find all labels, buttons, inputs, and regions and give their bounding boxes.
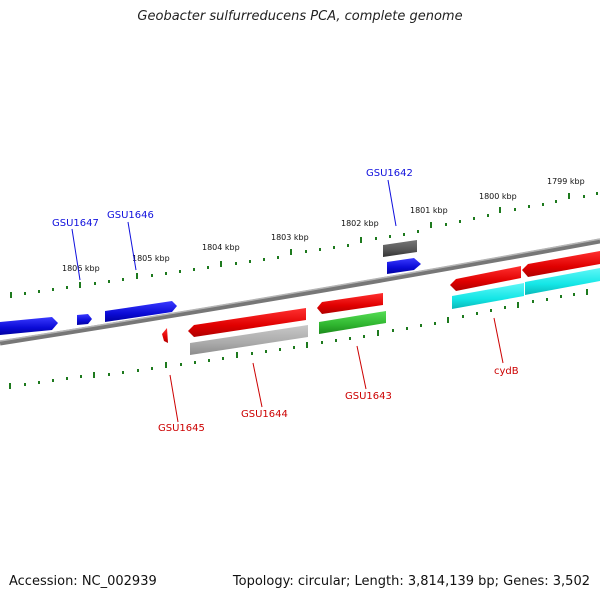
gene-label-gsu1642[interactable]: GSU1642 — [366, 168, 413, 179]
reverse-genes — [162, 251, 600, 355]
scale-label: 1800 kbp — [479, 192, 517, 201]
gene-label-gsu1643[interactable]: GSU1643 — [345, 391, 392, 402]
gene-label-cydb[interactable]: cydB — [494, 366, 519, 377]
scale-dots-upper — [24, 192, 598, 295]
scale-label: 1805 kbp — [132, 254, 170, 263]
scale-track-upper — [10, 193, 570, 298]
gene-feature[interactable] — [188, 308, 306, 337]
gene-label-gsu1645[interactable]: GSU1645 — [158, 423, 205, 434]
gene-feature[interactable] — [383, 240, 417, 257]
gene-feature[interactable] — [317, 293, 383, 314]
forward-genes — [0, 240, 421, 335]
gene-feature[interactable] — [77, 314, 92, 325]
scale-track-lower — [9, 289, 588, 389]
gene-feature[interactable] — [319, 311, 386, 334]
gene-feature[interactable] — [525, 268, 600, 295]
accession-text: Accession: NC_002939 — [9, 574, 157, 589]
gene-feature[interactable] — [0, 317, 58, 335]
scale-dots-lower — [24, 293, 575, 386]
gene-feature[interactable] — [190, 325, 308, 355]
gene-feature[interactable] — [162, 328, 168, 343]
scale-label: 1799 kbp — [547, 177, 585, 186]
gene-feature[interactable] — [452, 283, 524, 309]
genome-backbone — [0, 238, 600, 346]
genome-stats-text: Topology: circular; Length: 3,814,139 bp… — [232, 574, 590, 589]
gene-feature[interactable] — [105, 301, 177, 322]
scale-label: 1802 kbp — [341, 219, 379, 228]
map-title: Geobacter sulfurreducens PCA, complete g… — [137, 9, 463, 24]
gene-feature[interactable] — [387, 258, 421, 274]
gene-label-gsu1647[interactable]: GSU1647 — [52, 218, 99, 229]
genome-backbone-highlight — [0, 238, 600, 342]
gene-label-gsu1646[interactable]: GSU1646 — [107, 210, 154, 221]
scale-label: 1803 kbp — [271, 233, 309, 242]
gene-feature[interactable] — [450, 266, 521, 291]
scale-label: 1804 kbp — [202, 243, 240, 252]
label-leaders — [71, 179, 504, 423]
scale-label: 1801 kbp — [410, 206, 448, 215]
gene-feature[interactable] — [522, 251, 600, 277]
gene-label-gsu1644[interactable]: GSU1644 — [241, 409, 288, 420]
scale-label: 1806 kbp — [62, 264, 100, 273]
